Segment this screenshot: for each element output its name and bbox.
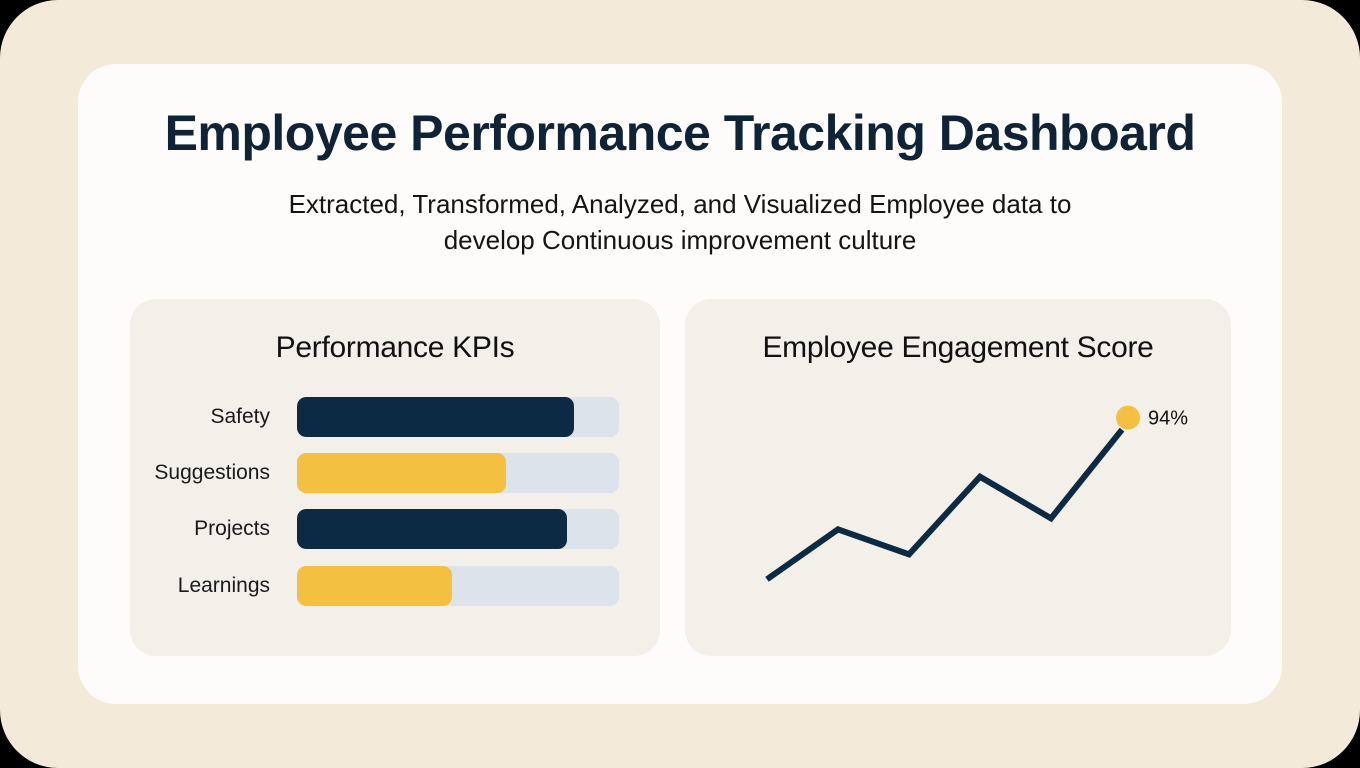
kpi-panel-title: Performance KPIs	[275, 331, 515, 364]
kpi-label: Safety	[210, 405, 270, 428]
final-point-marker	[1116, 405, 1140, 430]
engagement-panel-title: Employee Engagement Score	[762, 331, 1154, 364]
kpi-label: Learnings	[177, 574, 270, 597]
kpi-row-safety: Safety	[130, 397, 660, 437]
kpi-row-learnings: Learnings	[130, 566, 660, 606]
kpi-row-suggestions: Suggestions	[130, 453, 660, 493]
kpi-bar-track	[297, 453, 619, 493]
subtitle-line-1: Extracted, Transformed, Analyzed, and Vi…	[288, 189, 1072, 219]
kpi-bar-fill	[297, 566, 452, 606]
kpi-bar-track	[297, 397, 619, 437]
engagement-line-chart: 94%	[765, 405, 1188, 582]
engagement-line	[765, 427, 1125, 582]
page-subtitle: Extracted, Transformed, Analyzed, and Vi…	[0, 186, 1360, 258]
page-title: Employee Performance Tracking Dashboard	[164, 105, 1196, 161]
kpi-label: Projects	[194, 517, 270, 540]
kpi-bar-fill	[297, 397, 574, 437]
kpi-row-projects: Projects	[130, 509, 660, 549]
kpi-bar-fill	[297, 453, 507, 493]
subtitle-line-2: develop Continuous improvement culture	[443, 225, 917, 255]
kpi-bar-track	[297, 509, 619, 549]
performance-kpis-panel: Performance KPIs Safety Suggestions Proj…	[130, 299, 660, 656]
kpi-label: Suggestions	[154, 461, 270, 484]
engagement-score-panel: Employee Engagement Score 94%	[685, 299, 1231, 656]
kpi-bar-track	[297, 566, 619, 606]
kpi-bar-fill	[297, 509, 568, 549]
final-value-label: 94%	[1148, 408, 1188, 430]
